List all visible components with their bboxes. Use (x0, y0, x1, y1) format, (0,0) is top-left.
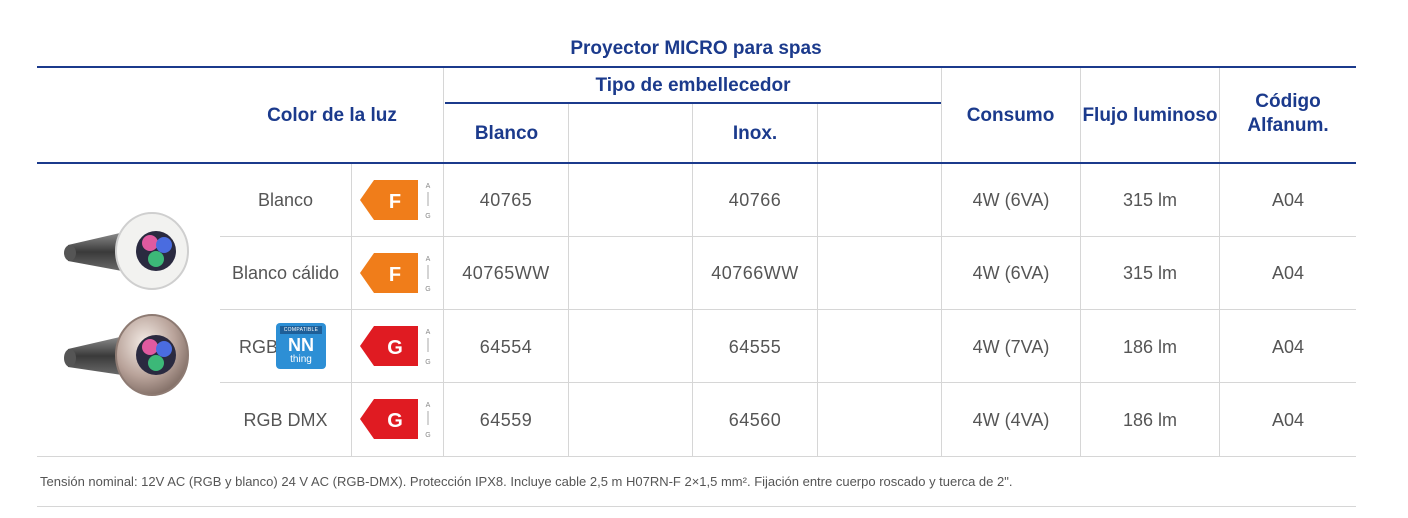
flujo-value: 315 lm (1122, 263, 1178, 283)
consumo-value: 4W (6VA) (972, 263, 1050, 283)
code-inox: 64560 (728, 410, 782, 430)
header-codigo-line1: Código (1255, 91, 1321, 112)
header-codigo-line2: Alfanum. (1247, 115, 1329, 136)
header-divider (692, 104, 693, 162)
header-divider (817, 104, 818, 162)
col-divider (1219, 164, 1220, 456)
energy-scale-top: A (426, 329, 431, 336)
energy-scale-top: A (426, 256, 431, 263)
col-divider (817, 164, 818, 456)
table-title: Proyector MICRO para spas (570, 38, 822, 59)
footnote: Tensión nominal: 12V AC (RGB y blanco) 2… (40, 474, 1013, 489)
energy-scale-bottom: G (425, 432, 430, 439)
codigo-value: A04 (1271, 410, 1305, 430)
flujo-value: 186 lm (1122, 337, 1178, 357)
header-divider (1219, 68, 1220, 162)
row-color-label: Blanco (257, 190, 314, 210)
col-divider (1080, 164, 1081, 456)
header-bottom-rule (37, 162, 1356, 164)
row-color-label: RGB (238, 337, 278, 357)
energy-scale-bottom: G (425, 286, 430, 293)
row-color-label: RGB DMX (243, 410, 328, 430)
col-divider (351, 164, 352, 456)
energy-label: F A G (358, 251, 438, 300)
row-color-label: Blanco cálido (231, 263, 340, 283)
header-divider (568, 104, 569, 162)
header-divider (1080, 68, 1081, 162)
energy-class-letter: F (389, 264, 401, 286)
page-bottom-rule (37, 506, 1356, 507)
header-divider (443, 68, 444, 162)
code-inox: 40766WW (711, 263, 799, 283)
header-codigo: Código Alfanum. (1220, 90, 1356, 138)
col-divider (443, 164, 444, 456)
energy-scale-top: A (426, 402, 431, 409)
header-color: Color de la luz (267, 105, 397, 126)
codigo-value: A04 (1271, 337, 1305, 357)
row-divider (220, 382, 1356, 383)
nn-badge-sub: thing (290, 354, 312, 365)
header-flujo: Flujo luminoso (1082, 105, 1218, 126)
col-divider (941, 164, 942, 456)
energy-label: G A G (358, 397, 438, 446)
top-rule (37, 66, 1356, 68)
consumo-value: 4W (7VA) (972, 337, 1050, 357)
code-blanco: 40765 (479, 190, 533, 210)
row-divider (220, 236, 1356, 237)
flujo-value: 186 lm (1122, 410, 1178, 430)
energy-class-letter: G (387, 410, 403, 432)
table-bottom-rule (37, 456, 1356, 457)
energy-label: F A G (358, 178, 438, 227)
nn-thing-compatible-badge: COMPATIBLE NN thing (276, 323, 326, 369)
energy-scale-bottom: G (425, 359, 430, 366)
code-inox: 64555 (728, 337, 782, 357)
product-image-inox (64, 314, 189, 396)
nn-badge-brand: NN (288, 335, 314, 355)
header-divider (941, 68, 942, 162)
energy-class-letter: F (389, 191, 401, 213)
header-blanco: Blanco (474, 123, 539, 144)
codigo-value: A04 (1271, 263, 1305, 283)
subheader-rule (445, 102, 941, 104)
codigo-value: A04 (1271, 190, 1305, 210)
flujo-value: 315 lm (1122, 190, 1178, 210)
energy-label: G A G (358, 324, 438, 373)
header-consumo: Consumo (966, 105, 1055, 126)
consumo-value: 4W (4VA) (972, 410, 1050, 430)
code-blanco: 40765WW (462, 263, 550, 283)
energy-scale-bottom: G (425, 213, 430, 220)
header-tipo: Tipo de embellecedor (595, 75, 791, 96)
nn-badge-top: COMPATIBLE (280, 326, 322, 334)
energy-scale-top: A (426, 183, 431, 190)
energy-class-letter: G (387, 337, 403, 359)
code-blanco: 64554 (479, 337, 533, 357)
header-inox: Inox. (732, 123, 778, 144)
product-image-white (64, 212, 189, 290)
code-inox: 40766 (728, 190, 782, 210)
code-blanco: 64559 (479, 410, 533, 430)
col-divider (568, 164, 569, 456)
row-divider (220, 309, 1356, 310)
consumo-value: 4W (6VA) (972, 190, 1050, 210)
col-divider (692, 164, 693, 456)
